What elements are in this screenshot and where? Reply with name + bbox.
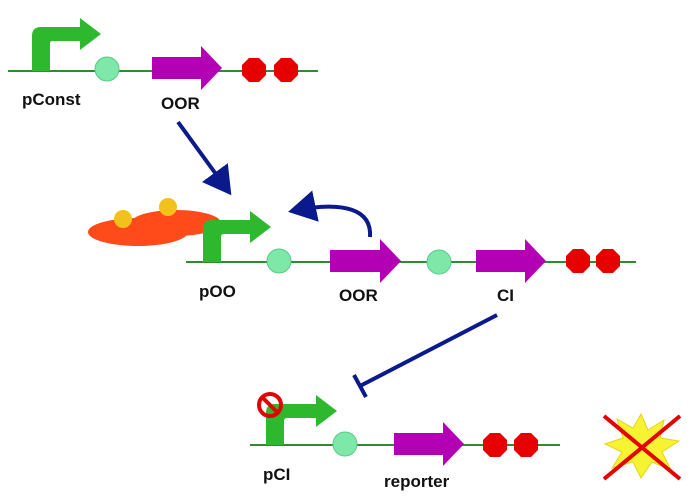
promoter-icon	[32, 18, 101, 71]
rbs-icon	[94, 56, 120, 82]
rbs-icon	[332, 431, 358, 457]
terminator-icon	[242, 58, 266, 82]
gene-icon	[476, 239, 546, 283]
terminator-icon	[566, 249, 590, 273]
gene-icon	[152, 46, 222, 90]
prohibition-sign-icon	[257, 392, 283, 418]
repression-arrow	[352, 313, 498, 398]
gene-label: OOR	[339, 286, 378, 305]
terminator-icon	[483, 433, 507, 457]
activation-arrow	[176, 120, 232, 196]
terminator-icon	[596, 249, 620, 273]
terminator-icon	[274, 58, 298, 82]
rbs-icon	[426, 249, 452, 275]
gene-icon	[330, 239, 401, 283]
promoter-label: pCI	[263, 465, 290, 484]
rbs-icon	[266, 248, 292, 274]
gene-label: reporter	[384, 472, 450, 491]
repressor-complex-icon	[88, 198, 221, 246]
crossed-star-icon	[602, 412, 682, 481]
promoter-label: pConst	[22, 90, 81, 109]
promoter-label: pOO	[199, 282, 236, 301]
construct-pconst: pConst OOR	[8, 18, 318, 113]
promoter-icon	[266, 395, 337, 445]
terminator-icon	[514, 433, 538, 457]
gene-icon	[394, 422, 464, 466]
feedback-arrow	[288, 190, 373, 238]
construct-pci: pCI reporter	[250, 392, 560, 491]
gene-label: CI	[497, 286, 514, 305]
promoter-icon	[203, 211, 271, 262]
gene-label: OOR	[161, 94, 200, 113]
construct-poo: pOO OOR CI	[88, 198, 636, 305]
